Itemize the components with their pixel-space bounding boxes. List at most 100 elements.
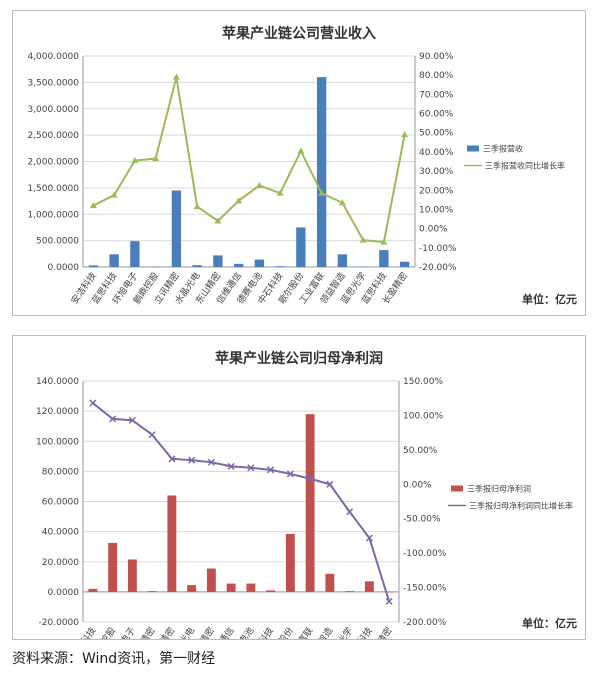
bar bbox=[266, 590, 276, 592]
y-tick-label-left: 0.0000 bbox=[48, 263, 80, 273]
bar bbox=[345, 591, 355, 592]
line-point bbox=[207, 458, 215, 466]
bar bbox=[171, 190, 182, 267]
y-tick-label-right: -50.00% bbox=[403, 515, 441, 525]
y-tick-label-right: -10.00% bbox=[419, 244, 457, 254]
legend-swatch-bar bbox=[451, 485, 463, 492]
bar bbox=[213, 255, 223, 267]
line-point bbox=[152, 155, 160, 162]
bar bbox=[254, 259, 265, 267]
net-profit-chart-plot: -20.0000 0.0000 20.0000 40.0000 60.0000 80.00… bbox=[36, 377, 573, 639]
y-tick-label-left: 20.0000 bbox=[42, 558, 79, 568]
bar bbox=[358, 266, 368, 267]
bar bbox=[316, 77, 327, 267]
y-tick-label-left: -20.0000 bbox=[39, 618, 80, 628]
y-tick-label-left: 140.0000 bbox=[36, 377, 79, 387]
y-tick-label-right: 150.00% bbox=[403, 377, 443, 387]
bar bbox=[187, 585, 197, 592]
bar bbox=[305, 414, 315, 592]
y-tick-label-right: -200.00% bbox=[403, 618, 447, 628]
bar bbox=[167, 495, 177, 592]
legend-label: 三季报归母净利润同比增长率 bbox=[469, 501, 573, 511]
bar bbox=[109, 254, 119, 267]
line-point bbox=[401, 131, 409, 138]
unit-label: 单位：亿元 bbox=[522, 293, 577, 306]
bar bbox=[275, 266, 285, 267]
bar bbox=[285, 533, 295, 592]
line-point bbox=[255, 181, 263, 188]
y-tick-label-left: 1,500.0000 bbox=[27, 184, 79, 194]
bar bbox=[296, 227, 306, 267]
bar bbox=[337, 254, 348, 267]
line-point bbox=[318, 189, 326, 196]
y-tick-label-left: 3,500.0000 bbox=[27, 78, 79, 88]
series-line bbox=[92, 76, 406, 244]
legend-label: 三季报营收 bbox=[483, 144, 523, 154]
y-tick-label-right: -100.00% bbox=[403, 549, 447, 559]
y-tick-label-right: 60.00% bbox=[419, 110, 454, 120]
line-point bbox=[172, 73, 180, 80]
y-tick-label-right: 20.00% bbox=[419, 186, 454, 196]
net-profit-chart: 苹果产业链公司归母净利润 -20.0000 0.0000 20.0000 40.000… bbox=[12, 335, 586, 640]
legend-label: 三季报归母净利润 bbox=[467, 484, 531, 494]
y-tick-label-right: 0.00% bbox=[419, 225, 448, 235]
y-tick-label-right: 70.00% bbox=[419, 90, 454, 100]
bar bbox=[127, 559, 137, 592]
bar bbox=[150, 266, 161, 267]
line-point bbox=[338, 199, 346, 206]
bar bbox=[246, 583, 256, 592]
line-point bbox=[326, 480, 334, 488]
line-point bbox=[267, 466, 275, 474]
series-line bbox=[92, 402, 391, 602]
line-point bbox=[346, 508, 354, 516]
y-tick-label-left: 40.0000 bbox=[42, 528, 79, 538]
line-point bbox=[188, 456, 196, 464]
y-tick-label-left: 100.0000 bbox=[36, 437, 79, 447]
y-tick-label-right: 10.00% bbox=[419, 205, 454, 215]
bar bbox=[206, 568, 216, 592]
line-point bbox=[286, 470, 294, 478]
line-point bbox=[306, 475, 314, 483]
bar bbox=[325, 573, 335, 592]
line-point bbox=[380, 238, 388, 245]
y-tick-label-right: -20.00% bbox=[419, 263, 457, 273]
line-point bbox=[109, 415, 117, 423]
line-point bbox=[385, 597, 393, 605]
line-point bbox=[247, 464, 255, 472]
line-point bbox=[365, 534, 373, 542]
y-tick-label-right: 80.00% bbox=[419, 71, 454, 81]
legend-swatch-bar bbox=[467, 145, 479, 152]
bar bbox=[226, 583, 236, 592]
line-point bbox=[359, 236, 367, 243]
bar bbox=[130, 241, 140, 267]
y-tick-label-left: 2,000.0000 bbox=[27, 158, 79, 168]
revenue-chart: 苹果产业链公司营业收入 0.0000 500.0000 1,000.0000 1,50… bbox=[12, 10, 586, 316]
y-tick-label-left: 2,500.0000 bbox=[27, 131, 79, 141]
bar bbox=[147, 591, 157, 592]
y-tick-label-left: 500.0000 bbox=[36, 237, 79, 247]
chart-title: 苹果产业链公司营业收入 bbox=[222, 26, 376, 42]
line-point bbox=[214, 217, 222, 224]
y-tick-label-left: 4,000.0000 bbox=[27, 52, 79, 62]
y-tick-label-right: 50.00% bbox=[403, 446, 438, 456]
line-point bbox=[89, 202, 97, 209]
y-tick-label-right: 0.00% bbox=[403, 480, 432, 490]
bar bbox=[364, 581, 374, 592]
y-tick-label-right: -150.00% bbox=[403, 584, 447, 594]
bar bbox=[233, 263, 244, 267]
y-tick-label-left: 60.0000 bbox=[42, 498, 79, 508]
line-point bbox=[235, 197, 243, 204]
bar bbox=[399, 261, 410, 267]
line-point bbox=[148, 431, 156, 439]
y-tick-label-right: 50.00% bbox=[419, 129, 454, 139]
line-point bbox=[168, 455, 176, 463]
source-note: 资料来源：Wind资讯，第一财经 bbox=[12, 651, 216, 667]
y-tick-label-right: 90.00% bbox=[419, 52, 454, 62]
y-tick-label-right: 40.00% bbox=[419, 148, 454, 158]
bar bbox=[384, 591, 394, 593]
unit-label: 单位：亿元 bbox=[522, 617, 577, 630]
chart-title: 苹果产业链公司归母净利润 bbox=[215, 351, 383, 367]
y-tick-label-left: 0.0000 bbox=[48, 588, 80, 598]
line-point bbox=[227, 462, 235, 470]
y-tick-label-right: 100.00% bbox=[403, 411, 443, 421]
